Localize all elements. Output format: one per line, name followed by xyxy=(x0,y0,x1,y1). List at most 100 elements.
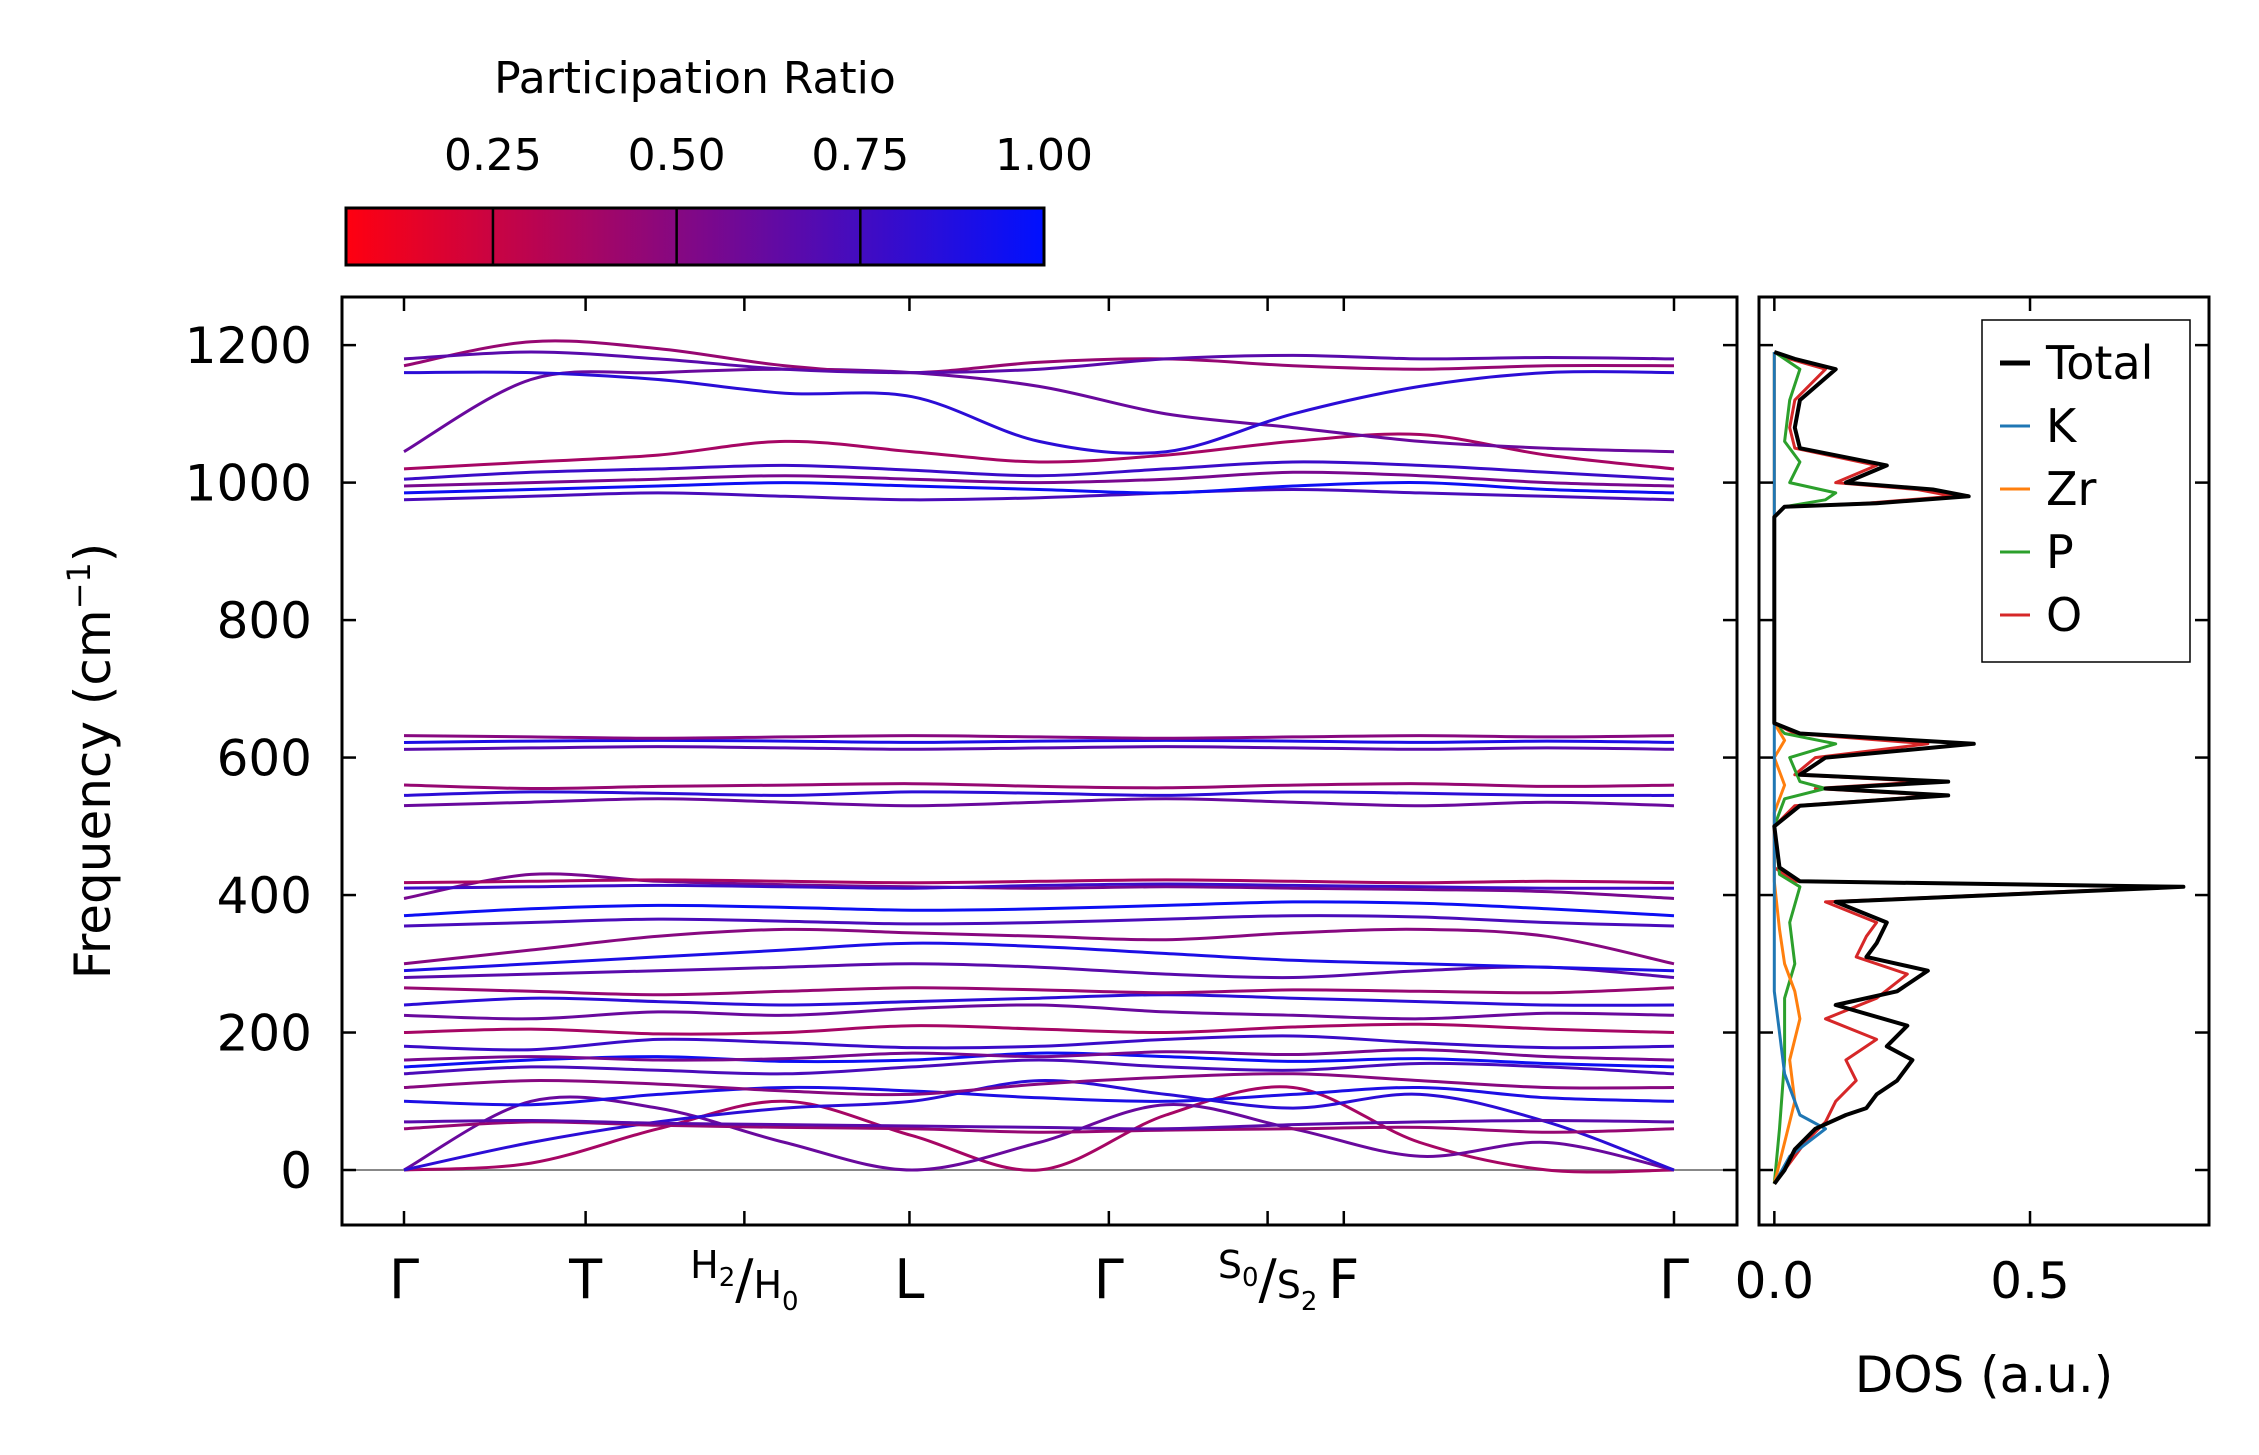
kpoint-split-label: S0/S2 xyxy=(1218,1243,1318,1317)
colorbar-ticks: 0.25 0.50 0.75 1.00 xyxy=(444,130,1093,265)
colorbar-tick-label: 0.25 xyxy=(444,130,542,181)
phonon-band xyxy=(403,962,1675,980)
dos-plot-frame xyxy=(1757,295,2211,1227)
colorbar-title: Participation Ratio xyxy=(494,53,896,104)
band-ytick-label: 600 xyxy=(217,730,312,788)
phonon-band xyxy=(403,1120,1675,1134)
band-ytick-label: 800 xyxy=(217,592,312,650)
colorbar-tick-label: 0.75 xyxy=(811,130,909,181)
kpoint-split-slash: / xyxy=(735,1248,754,1311)
dos-xticks: 0.0 0.5 xyxy=(1735,297,2070,1310)
kpoint-label: F xyxy=(1328,1248,1359,1311)
legend: Total K Zr PO xyxy=(1981,319,2191,663)
kpoint-label: L xyxy=(894,1248,924,1311)
colorbar: Participation Ratio 0.25 0.50 0.75 1.00 xyxy=(344,53,1093,267)
band-ytick-label: 1200 xyxy=(185,317,312,375)
phonon-band xyxy=(403,1058,1675,1076)
phonon-band xyxy=(403,370,1675,455)
phonon-band xyxy=(403,339,1675,375)
phonon-band xyxy=(403,914,1675,928)
phonon-band xyxy=(403,350,1675,375)
kpoint-split-a: S xyxy=(1218,1243,1242,1287)
kpoint-split-a-sub: 2 xyxy=(719,1263,736,1293)
phonon-band xyxy=(403,487,1675,502)
phonon-band xyxy=(403,790,1675,798)
band-yticks: 0 200 400 600 800 1000 1200 xyxy=(185,317,1737,1200)
band-plot-frame xyxy=(340,295,1739,1227)
phonon-band xyxy=(403,1085,1675,1107)
phonon-band xyxy=(403,986,1675,997)
band-ylabel-sup: −1 xyxy=(60,562,98,609)
dos-series-k xyxy=(1772,352,1827,1185)
legend-label-total: Total xyxy=(2045,336,2153,390)
phonon-band xyxy=(403,797,1675,808)
legend-label-k: K xyxy=(2046,399,2078,453)
band-ytick-label: 0 xyxy=(280,1142,312,1200)
phonon-band xyxy=(403,927,1675,966)
phonon-band xyxy=(403,1079,1675,1172)
legend-label-p: P xyxy=(2046,525,2074,579)
band-lines xyxy=(403,339,1675,1174)
phonon-band xyxy=(403,1072,1675,1097)
phonon-band xyxy=(403,1095,1675,1172)
legend-frame xyxy=(1981,319,2191,663)
phonon-band xyxy=(403,1048,1675,1062)
legend-label-o: O xyxy=(2046,588,2082,642)
dos-lines xyxy=(1772,350,2186,1185)
phonon-band xyxy=(403,460,1675,481)
kpoint-split-b: H xyxy=(753,1263,782,1307)
phonon-band xyxy=(403,993,1675,1007)
kpoint-label: Γ xyxy=(1659,1248,1689,1311)
band-ytick-label: 400 xyxy=(217,867,312,925)
kpoint-split-b-sub: 0 xyxy=(782,1287,799,1317)
kpoint-split-slash: / xyxy=(1258,1248,1277,1311)
legend-label-zr: Zr xyxy=(2046,462,2097,516)
band-ylabel-main: Frequency (cm xyxy=(64,609,122,979)
phonon-band xyxy=(403,738,1675,744)
dos-series-zr xyxy=(1772,352,1802,1185)
phonon-band xyxy=(403,745,1675,751)
phonon-band xyxy=(403,470,1675,488)
colorbar-tick-label: 0.50 xyxy=(628,130,726,181)
colorbar-tick-label: 1.00 xyxy=(995,130,1093,181)
kpoint-split-b: S xyxy=(1277,1263,1301,1307)
phonon-band xyxy=(403,900,1675,918)
phonon-band xyxy=(403,782,1675,791)
dos-xlabel: DOS (a.u.) xyxy=(1855,1346,2114,1404)
kpoint-label: T xyxy=(568,1248,603,1311)
dos-xtick-label: 0.5 xyxy=(1990,1252,2070,1310)
kpoint-split-a: H xyxy=(690,1243,719,1287)
kpoint-split-label: H2/H0 xyxy=(690,1243,798,1317)
kpoint-split-a-sub: 0 xyxy=(1242,1263,1259,1293)
phonon-band xyxy=(403,1034,1675,1052)
band-ylabel-end: ) xyxy=(64,543,122,563)
kpoint-label: Γ xyxy=(1094,1248,1124,1311)
band-ytick-label: 200 xyxy=(217,1005,312,1063)
phonon-band xyxy=(403,432,1675,471)
phonon-band xyxy=(403,734,1675,740)
phonon-band xyxy=(403,481,1675,495)
dos-series-total xyxy=(1772,350,2186,1185)
legend-items: Total K Zr PO xyxy=(2000,336,2153,642)
phonon-band xyxy=(403,1003,1675,1021)
dos-panel: 0.0 0.5 DOS (a.u.) Total K Zr PO xyxy=(1735,295,2211,1404)
colorbar-bar xyxy=(344,206,1046,267)
phonon-band xyxy=(403,941,1675,973)
band-ylabel: Frequency (cm−1) xyxy=(60,543,122,980)
kpoint-split-b-sub: 2 xyxy=(1301,1287,1318,1317)
phonon-band xyxy=(403,872,1675,900)
phonon-band xyxy=(403,1051,1675,1069)
dos-yticks xyxy=(1759,343,2209,1172)
band-ytick-label: 1000 xyxy=(185,455,312,513)
phonon-band xyxy=(403,1118,1675,1131)
phonon-band xyxy=(403,878,1675,885)
phonon-band xyxy=(403,1022,1675,1036)
dos-xtick-label: 0.0 xyxy=(1735,1252,1815,1310)
kpoint-label: Γ xyxy=(389,1248,419,1311)
phonon-band xyxy=(403,882,1675,890)
phonon-band xyxy=(403,367,1675,454)
dos-series-p xyxy=(1772,350,1838,1184)
